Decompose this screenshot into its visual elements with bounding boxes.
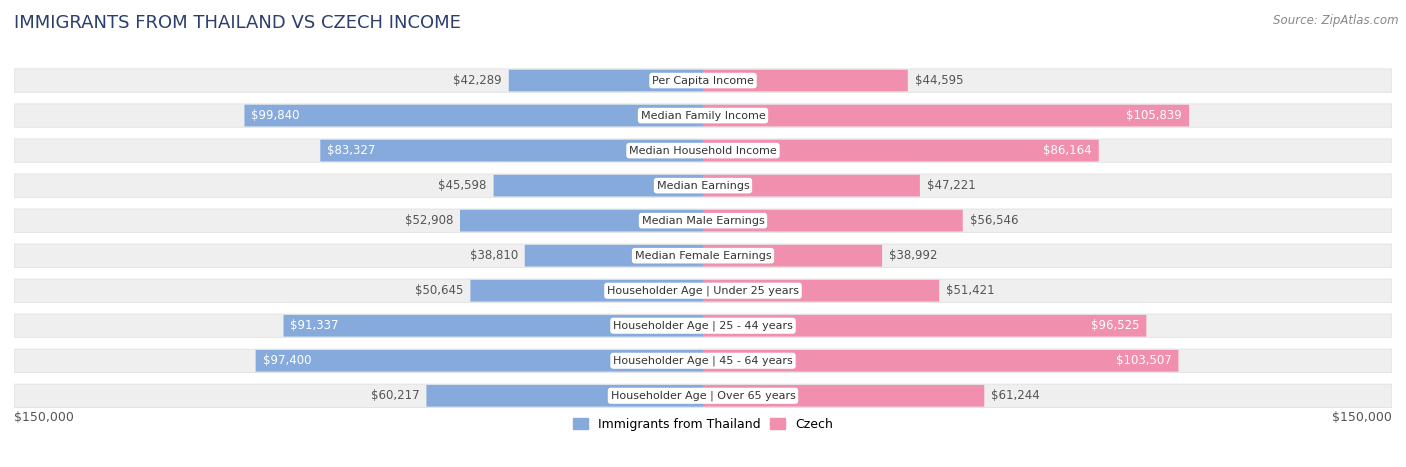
FancyBboxPatch shape [494, 175, 703, 197]
Text: $103,507: $103,507 [1116, 354, 1171, 367]
Text: $150,000: $150,000 [1331, 411, 1392, 424]
FancyBboxPatch shape [703, 140, 1098, 162]
Text: Median Family Income: Median Family Income [641, 111, 765, 120]
FancyBboxPatch shape [703, 350, 1178, 372]
Text: $99,840: $99,840 [252, 109, 299, 122]
FancyBboxPatch shape [14, 244, 1392, 267]
FancyBboxPatch shape [703, 245, 882, 267]
Text: $50,645: $50,645 [415, 284, 464, 297]
Text: Median Earnings: Median Earnings [657, 181, 749, 191]
Text: $86,164: $86,164 [1043, 144, 1092, 157]
FancyBboxPatch shape [14, 174, 1392, 197]
FancyBboxPatch shape [245, 105, 703, 127]
FancyBboxPatch shape [703, 70, 908, 92]
Text: $105,839: $105,839 [1126, 109, 1182, 122]
FancyBboxPatch shape [509, 70, 703, 92]
Text: $38,810: $38,810 [470, 249, 517, 262]
FancyBboxPatch shape [14, 139, 1392, 162]
Text: $60,217: $60,217 [371, 389, 419, 402]
FancyBboxPatch shape [703, 175, 920, 197]
FancyBboxPatch shape [256, 350, 703, 372]
Text: $45,598: $45,598 [439, 179, 486, 192]
FancyBboxPatch shape [426, 385, 703, 407]
Text: $38,992: $38,992 [889, 249, 938, 262]
FancyBboxPatch shape [460, 210, 703, 232]
FancyBboxPatch shape [703, 280, 939, 302]
Text: Median Household Income: Median Household Income [628, 146, 778, 156]
FancyBboxPatch shape [14, 69, 1392, 92]
Text: $51,421: $51,421 [946, 284, 994, 297]
Text: $97,400: $97,400 [263, 354, 311, 367]
Text: Householder Age | Under 25 years: Householder Age | Under 25 years [607, 285, 799, 296]
Text: Median Female Earnings: Median Female Earnings [634, 251, 772, 261]
Text: $47,221: $47,221 [927, 179, 976, 192]
FancyBboxPatch shape [14, 279, 1392, 302]
FancyBboxPatch shape [14, 104, 1392, 127]
Text: $42,289: $42,289 [453, 74, 502, 87]
Text: $96,525: $96,525 [1091, 319, 1139, 332]
FancyBboxPatch shape [14, 209, 1392, 232]
Text: $44,595: $44,595 [915, 74, 963, 87]
Legend: Immigrants from Thailand, Czech: Immigrants from Thailand, Czech [568, 413, 838, 436]
Text: Per Capita Income: Per Capita Income [652, 76, 754, 85]
Text: Householder Age | Over 65 years: Householder Age | Over 65 years [610, 390, 796, 401]
FancyBboxPatch shape [14, 384, 1392, 407]
Text: $61,244: $61,244 [991, 389, 1040, 402]
Text: $52,908: $52,908 [405, 214, 453, 227]
FancyBboxPatch shape [703, 385, 984, 407]
Text: $91,337: $91,337 [291, 319, 339, 332]
FancyBboxPatch shape [471, 280, 703, 302]
Text: $83,327: $83,327 [328, 144, 375, 157]
Text: $56,546: $56,546 [970, 214, 1018, 227]
Text: Householder Age | 25 - 44 years: Householder Age | 25 - 44 years [613, 320, 793, 331]
FancyBboxPatch shape [284, 315, 703, 337]
FancyBboxPatch shape [14, 314, 1392, 337]
FancyBboxPatch shape [321, 140, 703, 162]
Text: Householder Age | 45 - 64 years: Householder Age | 45 - 64 years [613, 355, 793, 366]
Text: Source: ZipAtlas.com: Source: ZipAtlas.com [1274, 14, 1399, 27]
Text: $150,000: $150,000 [14, 411, 75, 424]
FancyBboxPatch shape [14, 349, 1392, 372]
Text: Median Male Earnings: Median Male Earnings [641, 216, 765, 226]
Text: IMMIGRANTS FROM THAILAND VS CZECH INCOME: IMMIGRANTS FROM THAILAND VS CZECH INCOME [14, 14, 461, 32]
FancyBboxPatch shape [703, 210, 963, 232]
FancyBboxPatch shape [703, 315, 1146, 337]
FancyBboxPatch shape [703, 105, 1189, 127]
FancyBboxPatch shape [524, 245, 703, 267]
